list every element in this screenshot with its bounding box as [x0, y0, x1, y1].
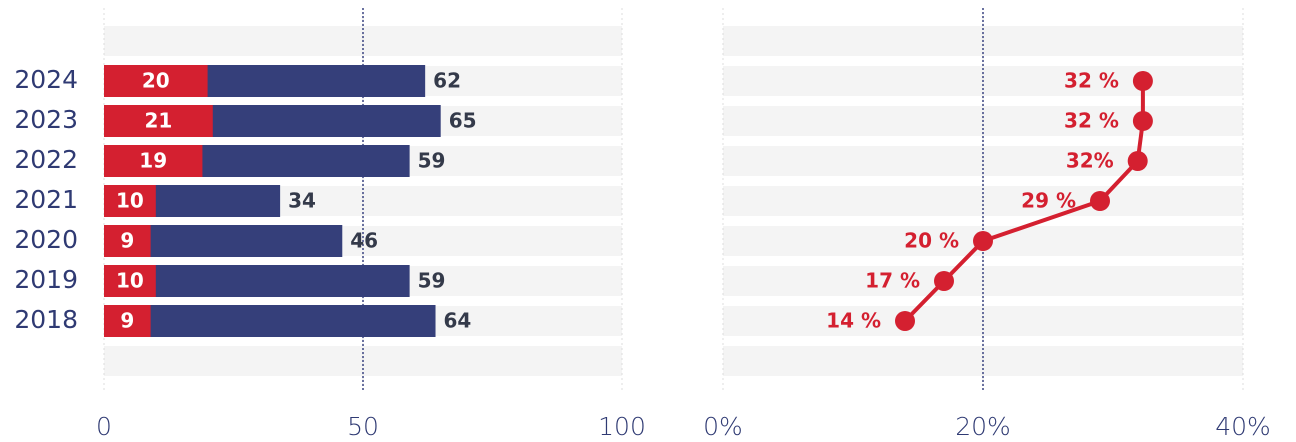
- x-tick-label: 20%: [955, 412, 1011, 441]
- y-tick-label: 2023: [14, 105, 78, 134]
- y-tick-label: 2021: [14, 185, 78, 214]
- value-label: 10: [116, 269, 144, 293]
- x-tick-label: 100: [598, 412, 646, 441]
- value-label: 32 %: [1064, 109, 1119, 133]
- point: [973, 231, 993, 251]
- value-label: 62: [433, 69, 461, 93]
- bar: [104, 265, 156, 297]
- y-tick-label: 2020: [14, 225, 78, 254]
- point: [895, 311, 915, 331]
- bar: [104, 65, 208, 97]
- point: [1132, 71, 1153, 91]
- x-tick-label: 0%: [703, 412, 743, 441]
- x-tick-label: 50: [347, 412, 379, 441]
- x-tick-label: 40%: [1215, 412, 1271, 441]
- bar: [104, 305, 151, 337]
- value-label: 32 %: [1064, 69, 1119, 93]
- value-label: 20: [142, 69, 170, 93]
- value-label: 20 %: [904, 229, 959, 253]
- point: [934, 271, 954, 291]
- point: [1090, 191, 1110, 211]
- point: [1132, 111, 1153, 131]
- bar: [104, 185, 156, 217]
- y-tick-label: 2019: [14, 265, 78, 294]
- value-label: 46: [350, 229, 378, 253]
- value-label: 59: [418, 149, 446, 173]
- value-label: 21: [144, 109, 172, 133]
- y-tick-label: 2024: [14, 65, 78, 94]
- value-label: 14 %: [826, 309, 881, 333]
- bar: [104, 225, 151, 257]
- value-label: 17 %: [865, 269, 920, 293]
- point: [1127, 151, 1148, 171]
- value-label: 9: [120, 309, 134, 333]
- value-label: 64: [444, 309, 472, 333]
- bar: [104, 105, 213, 137]
- value-label: 10: [116, 189, 144, 213]
- value-label: 29 %: [1021, 189, 1076, 213]
- y-tick-label: 2018: [14, 305, 78, 334]
- y-tick-label: 2022: [14, 145, 78, 174]
- x-tick-label: 0: [96, 412, 112, 441]
- value-label: 34: [288, 189, 316, 213]
- value-label: 19: [139, 149, 167, 173]
- bar: [104, 305, 436, 337]
- value-label: 32%: [1066, 149, 1114, 173]
- bar: [104, 145, 203, 177]
- value-label: 59: [418, 269, 446, 293]
- value-label: 9: [120, 229, 134, 253]
- value-label: 65: [449, 109, 477, 133]
